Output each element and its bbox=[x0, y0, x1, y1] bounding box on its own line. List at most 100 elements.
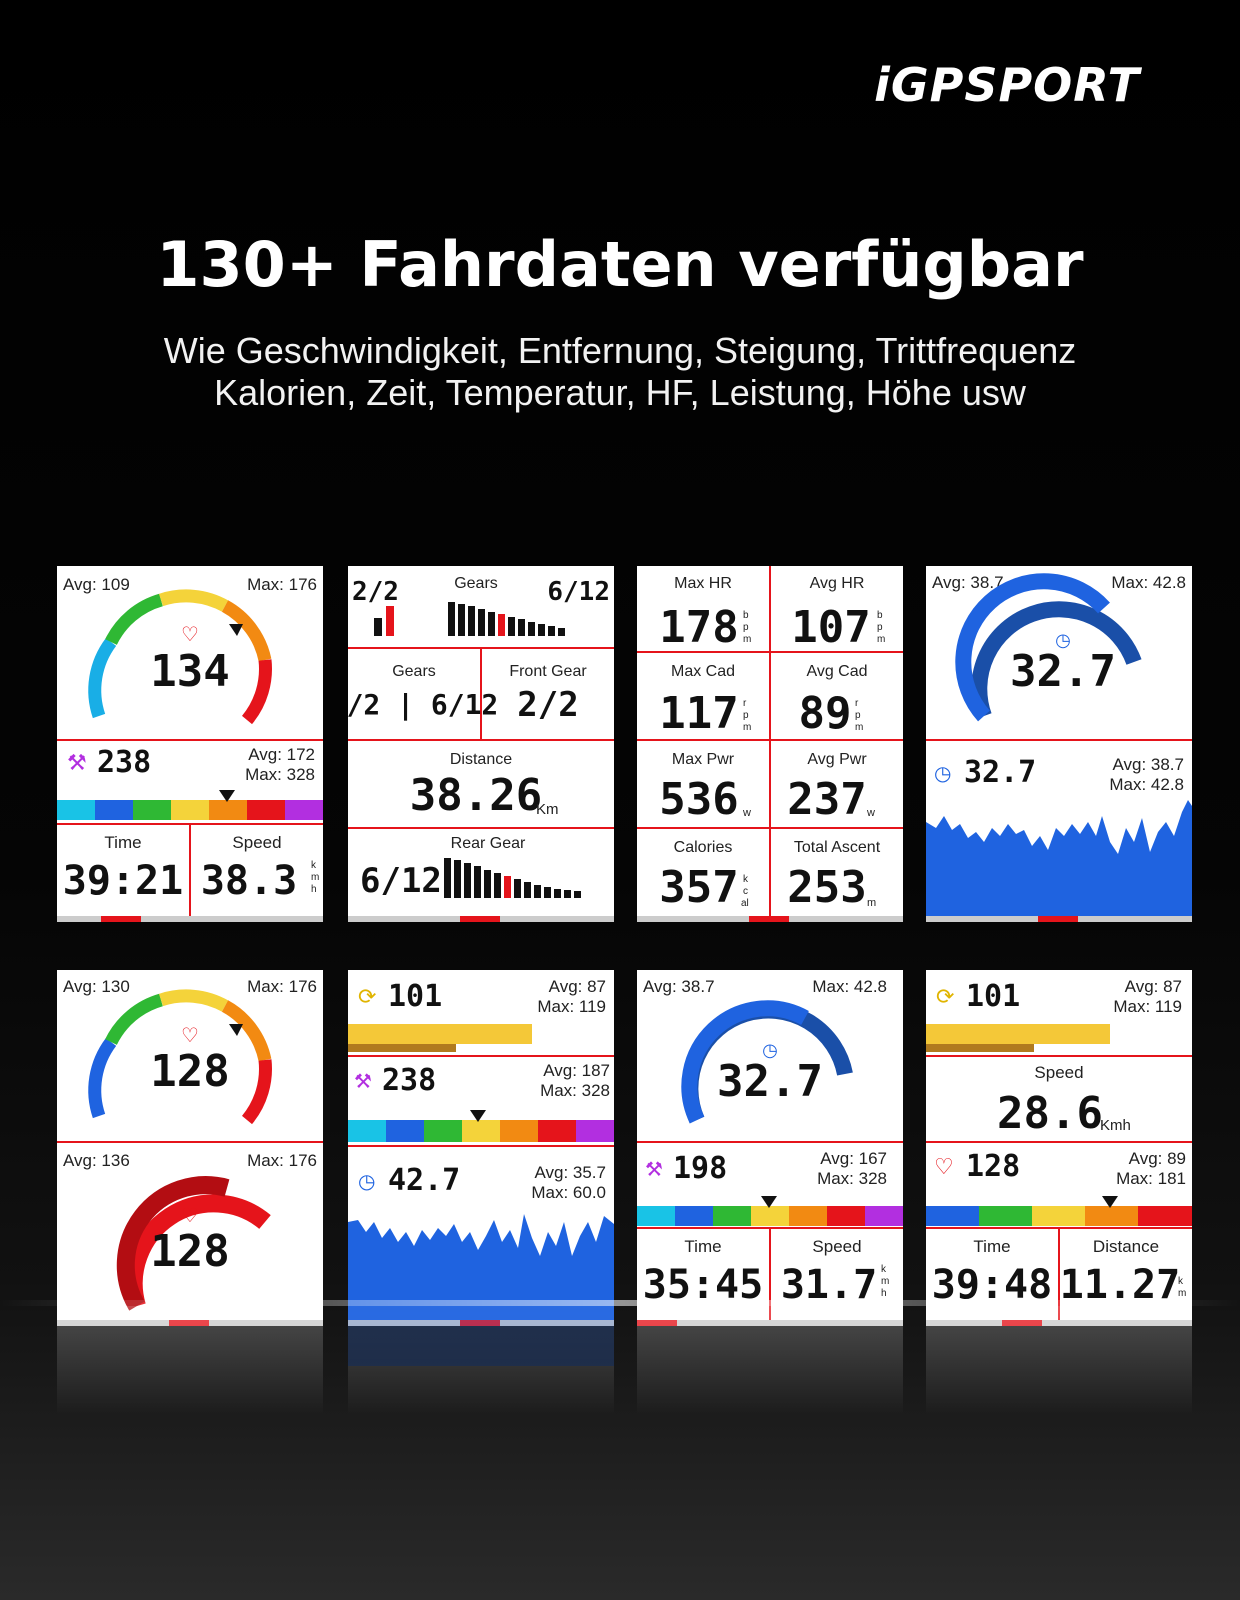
power-max: Max: 328 bbox=[540, 1081, 610, 1100]
max-cad-label: Max Cad bbox=[671, 663, 735, 680]
svg-text:m: m bbox=[743, 634, 751, 645]
cadence-max: Max: 119 bbox=[537, 997, 606, 1016]
power-value: 238 bbox=[382, 1063, 436, 1098]
cadence-value: 101 bbox=[388, 979, 442, 1014]
svg-text:p: p bbox=[877, 622, 883, 633]
heart-icon-2: ♡ bbox=[181, 1205, 199, 1227]
power-avg: Avg: 167 bbox=[820, 1149, 887, 1168]
speed-label: Speed bbox=[812, 1237, 861, 1256]
speedometer-icon: ◷ bbox=[1055, 630, 1071, 650]
max-pwr-label: Max Pwr bbox=[672, 751, 735, 768]
avg-cad-label: Avg Cad bbox=[806, 663, 867, 680]
page-indicator bbox=[57, 916, 323, 922]
cadence-value: 101 bbox=[966, 979, 1020, 1014]
gauge-speed-value: 32.7 bbox=[1010, 646, 1116, 697]
avg-pwr-value: 237 bbox=[787, 774, 866, 825]
speedometer-icon: ◷ bbox=[358, 1171, 375, 1193]
time-label: Time bbox=[684, 1237, 721, 1256]
speed-graph bbox=[348, 1214, 614, 1320]
dumbbell-icon: ⚒ bbox=[645, 1159, 663, 1181]
speed-avg: Avg: 38.7 bbox=[1112, 755, 1184, 774]
svg-text:p: p bbox=[855, 710, 861, 721]
power-value: 238 bbox=[97, 745, 151, 780]
svg-text:w: w bbox=[866, 807, 875, 819]
hr-zone-bar bbox=[926, 1196, 1192, 1226]
front-gear-value: 2/2 bbox=[517, 685, 578, 725]
brand-logo: iGPSPORT bbox=[874, 58, 1140, 112]
subtitle-line-1: Wie Geschwindigkeit, Entfernung, Steigun… bbox=[163, 330, 1077, 371]
power-zone-bar bbox=[637, 1196, 903, 1226]
heart-icon: ♡ bbox=[181, 1025, 199, 1047]
gears-label: Gears bbox=[392, 663, 436, 680]
hr-max-bottom: Max: 176 bbox=[247, 1151, 317, 1170]
speed-unit-k: k bbox=[311, 860, 317, 871]
hr-avg: Avg: 89 bbox=[1129, 1149, 1186, 1168]
svg-text:m: m bbox=[855, 722, 863, 733]
svg-text:h: h bbox=[881, 1288, 887, 1299]
speed-value: 32.7 bbox=[964, 755, 1036, 790]
dumbbell-icon: ⚒ bbox=[67, 750, 87, 775]
hr-avg: Avg: 109 bbox=[63, 575, 130, 594]
svg-text:p: p bbox=[743, 710, 749, 721]
front-gear-label: Front Gear bbox=[509, 663, 587, 680]
speed-unit-h: h bbox=[311, 884, 317, 895]
calories-value: 357 bbox=[659, 862, 738, 913]
screen-cadence-power-speed: ⟳ 101 Avg: 87 Max: 119 ⚒ 238 Avg: 187 Ma… bbox=[348, 970, 614, 1326]
max-hr-value: 178 bbox=[659, 602, 738, 653]
cadence-avg: Avg: 87 bbox=[549, 977, 606, 996]
speed-unit-m: m bbox=[311, 872, 319, 883]
speed-avg-top: Avg: 38.7 bbox=[932, 573, 1004, 592]
speed-avg-top: Avg: 38.7 bbox=[643, 977, 715, 996]
speed-label: Speed bbox=[232, 833, 281, 852]
power-max: Max: 328 bbox=[245, 765, 315, 784]
svg-text:b: b bbox=[743, 610, 749, 621]
avg-cad-value: 89 bbox=[799, 688, 852, 739]
hr-value: 128 bbox=[150, 1046, 229, 1097]
svg-text:m: m bbox=[881, 1276, 889, 1287]
speed-max-top: Max: 42.8 bbox=[812, 977, 887, 996]
speed-value: 28.6 bbox=[997, 1088, 1103, 1139]
rear-gear-value: 6/12 bbox=[360, 861, 442, 901]
svg-text:m: m bbox=[743, 722, 751, 733]
screen-grid-stats: Max HR 178 b p m Avg HR 107 b p m Max Ca… bbox=[637, 566, 903, 922]
svg-text:b: b bbox=[877, 610, 883, 621]
screen-speed-gauge-graph: Avg: 38.7 Max: 42.8 ◷ 32.7 ◷ 32.7 Avg: 3… bbox=[926, 566, 1192, 922]
svg-text:r: r bbox=[855, 698, 859, 709]
screen-hr-gauge-power: Avg: 109 Max: 176 ♡ 134 ⚒ 238 Avg: 172 M… bbox=[57, 566, 323, 922]
svg-text:m: m bbox=[867, 897, 876, 909]
svg-text:al: al bbox=[741, 898, 749, 909]
max-pwr-value: 536 bbox=[659, 774, 738, 825]
heart-icon: ♡ bbox=[934, 1154, 954, 1179]
speed-max: Max: 60.0 bbox=[531, 1183, 606, 1202]
power-avg: Avg: 187 bbox=[543, 1061, 610, 1080]
svg-text:m: m bbox=[1178, 1288, 1186, 1299]
cadence-bar bbox=[926, 1024, 1110, 1044]
speed-max-top: Max: 42.8 bbox=[1111, 573, 1186, 592]
svg-text:r: r bbox=[743, 698, 747, 709]
avg-hr-label: Avg HR bbox=[810, 575, 865, 592]
speed-label: Speed bbox=[1034, 1063, 1083, 1082]
hr-max-top: Max: 176 bbox=[247, 977, 317, 996]
max-hr-label: Max HR bbox=[674, 575, 732, 592]
speed-max: Max: 42.8 bbox=[1109, 775, 1184, 794]
screen-speed-gauge-power: Avg: 38.7 Max: 42.8 ◷ 32.7 ⚒ 198 Avg: 16… bbox=[637, 970, 903, 1326]
calories-label: Calories bbox=[674, 839, 733, 856]
svg-text:m: m bbox=[877, 634, 885, 645]
power-value: 198 bbox=[673, 1151, 727, 1186]
gauge-speed-value: 32.7 bbox=[717, 1056, 823, 1107]
cadence-max: Max: 119 bbox=[1113, 997, 1182, 1016]
power-zone-bar bbox=[57, 790, 323, 820]
speed-avg: Avg: 35.7 bbox=[534, 1163, 606, 1182]
power-zone-bar bbox=[348, 1110, 614, 1142]
power-avg: Avg: 172 bbox=[248, 745, 315, 764]
gears-value: 2/2 | 6/12 bbox=[348, 688, 498, 721]
speedometer-icon-small: ◷ bbox=[934, 763, 951, 785]
rear-gear-bars-top bbox=[448, 602, 565, 636]
hr-value: 128 bbox=[966, 1149, 1020, 1184]
total-ascent-value: 253 bbox=[787, 862, 866, 913]
svg-text:k: k bbox=[1178, 1276, 1184, 1287]
reflection bbox=[57, 1306, 1192, 1416]
gears-right: 6/12 bbox=[547, 577, 610, 607]
svg-text:c: c bbox=[743, 886, 748, 897]
cadence-icon: ⟳ bbox=[358, 984, 376, 1009]
